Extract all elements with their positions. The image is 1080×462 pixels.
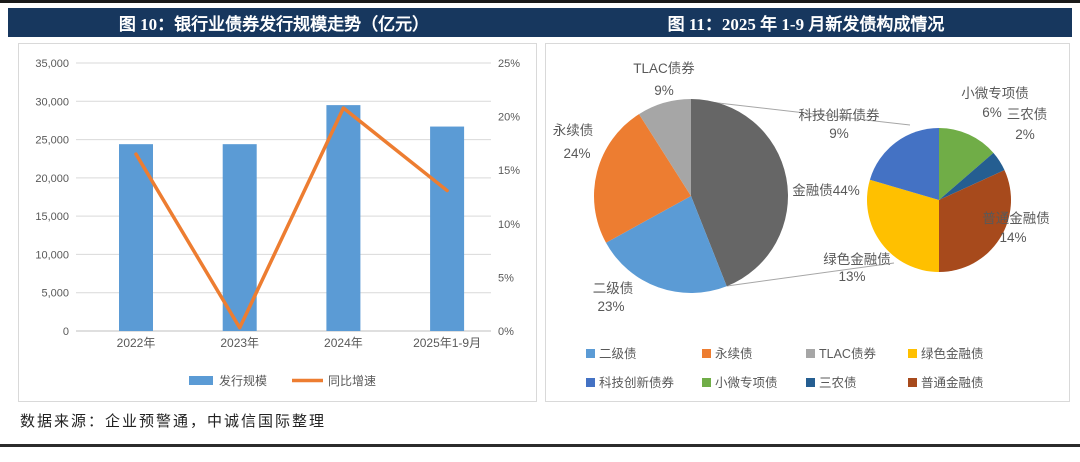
right-axis-tick: 0%: [498, 326, 514, 338]
right-axis-tick: 20%: [498, 112, 520, 124]
x-axis-label: 2024年: [324, 336, 363, 350]
legend-swatch-永续债: [702, 349, 711, 358]
figure-10-title: 图 10：银行业债券发行规模走势（亿元）: [118, 15, 430, 34]
legend-swatch-二级债: [586, 349, 595, 358]
pie-label-TLAC债券: TLAC债券: [633, 61, 695, 76]
pie-label-永续债: 永续债: [553, 123, 594, 138]
left-axis-tick: 15,000: [35, 211, 69, 223]
secondary-slice-科技创新债券: [869, 128, 939, 200]
legend-swatch-普通金融债: [908, 378, 917, 387]
main-slice-永续债: [594, 114, 691, 243]
legend-label-TLAC债券: TLAC债券: [819, 346, 876, 361]
legend-swatch-小微专项债: [702, 378, 711, 387]
right-axis-tick: 15%: [498, 165, 520, 177]
secondary-slice-三农债: [939, 152, 1005, 200]
pie-label-pct-二级债: 23%: [597, 299, 624, 314]
figure-11-title: 图 11：2025 年 1-9 月新发债构成情况: [667, 15, 945, 34]
left-axis-tick: 30,000: [35, 96, 69, 108]
pie-label-绿色金融债: 绿色金融债: [823, 251, 891, 267]
left-axis-tick: 25,000: [35, 135, 69, 147]
right-axis-tick: 5%: [498, 272, 514, 284]
pie-label-pct-TLAC债券: 9%: [654, 83, 674, 98]
secondary-slice-绿色金融债: [867, 179, 939, 272]
pie-label-小微专项债: 小微专项债: [961, 86, 1029, 101]
main-slice-金融债: [691, 99, 788, 287]
pie-connector-line: [726, 262, 895, 287]
data-source-note: 数据来源：企业预警通，中诚信国际整理: [20, 414, 327, 430]
legend-label-小微专项债: 小微专项债: [715, 375, 778, 390]
legend-label-growth: 同比增速: [328, 374, 376, 388]
legend-swatch-科技创新债券: [586, 378, 595, 387]
x-axis-label: 2023年: [220, 336, 259, 350]
secondary-slice-小微专项债: [939, 128, 994, 200]
left-axis-tick: 0: [63, 326, 69, 338]
pie-label-金融债: 金融债44%: [792, 183, 860, 198]
bond-issuance-combo-chart: 0 5,000 10,000 15,000 20,000 25,000 30,000 35,0…: [35, 58, 520, 388]
bar-2024年: [326, 105, 361, 331]
pie-label-pct-三农债: 2%: [1015, 127, 1035, 142]
x-axis-label: 2025年1-9月: [413, 336, 481, 350]
figure-title-band: 图 10：银行业债券发行规模走势（亿元） 图 11：2025 年 1-9 月新发…: [8, 8, 1072, 37]
legend-label-三农债: 三农债: [819, 376, 857, 390]
x-axis-label: 2022年: [117, 336, 156, 350]
left-axis-tick: 20,000: [35, 173, 69, 185]
pie-label-pct-普通金融债: 14%: [999, 230, 1026, 245]
right-axis-tick: 10%: [498, 219, 520, 231]
pie-label-pct-绿色金融债: 13%: [838, 269, 865, 284]
pie-of-pie-chart-panel: 金融债44% 二级债 23% 永续债 24% TLAC债券 9% 小微专项债 6% 三农债 2% 普通…: [545, 43, 1070, 402]
legend-label-普通金融债: 普通金融债: [921, 375, 984, 390]
bottom-rule: [0, 444, 1080, 447]
top-rule: [0, 0, 1080, 3]
pie-label-pct-小微专项债: 6%: [982, 105, 1002, 120]
left-axis-tick: 35,000: [35, 58, 69, 70]
legend-swatch-绿色金融债: [908, 349, 917, 358]
legend-label-永续债: 永续债: [715, 347, 753, 361]
legend-label-绿色金融债: 绿色金融债: [921, 346, 984, 361]
legend-swatch-bar: [189, 376, 213, 385]
main-slice-二级债: [605, 196, 727, 293]
pie-label-pct-永续债: 24%: [563, 146, 590, 161]
pie-label-普通金融债: 普通金融债: [982, 211, 1050, 226]
secondary-slice-普通金融债: [939, 170, 1011, 272]
left-axis-tick: 10,000: [35, 249, 69, 261]
right-axis-tick: 25%: [498, 58, 520, 70]
pie-label-三农债: 三农债: [1007, 107, 1048, 122]
left-axis-tick: 5,000: [41, 288, 69, 300]
main-slice-TLAC债券: [639, 99, 691, 196]
new-bond-composition-pie-chart: 金融债44% 二级债 23% 永续债 24% TLAC债券 9% 小微专项债 6% 三农债 2% 普通…: [553, 61, 1050, 390]
legend-swatch-TLAC债券: [806, 349, 815, 358]
pie-label-pct-科技创新债券: 9%: [829, 126, 849, 141]
pie-connector-line: [691, 99, 911, 126]
legend-swatch-三农债: [806, 378, 815, 387]
legend-label-科技创新债券: 科技创新债券: [599, 375, 675, 390]
legend-label-二级债: 二级债: [599, 347, 637, 361]
legend-label-issuance: 发行规模: [219, 373, 267, 388]
pie-label-科技创新债券: 科技创新债券: [799, 108, 880, 123]
bar-2025年1-9月: [430, 126, 465, 331]
bar-line-chart-panel: 0 5,000 10,000 15,000 20,000 25,000 30,000 35,0…: [18, 43, 537, 402]
pie-label-二级债: 二级债: [593, 281, 634, 296]
growth-rate-line: [134, 106, 449, 330]
